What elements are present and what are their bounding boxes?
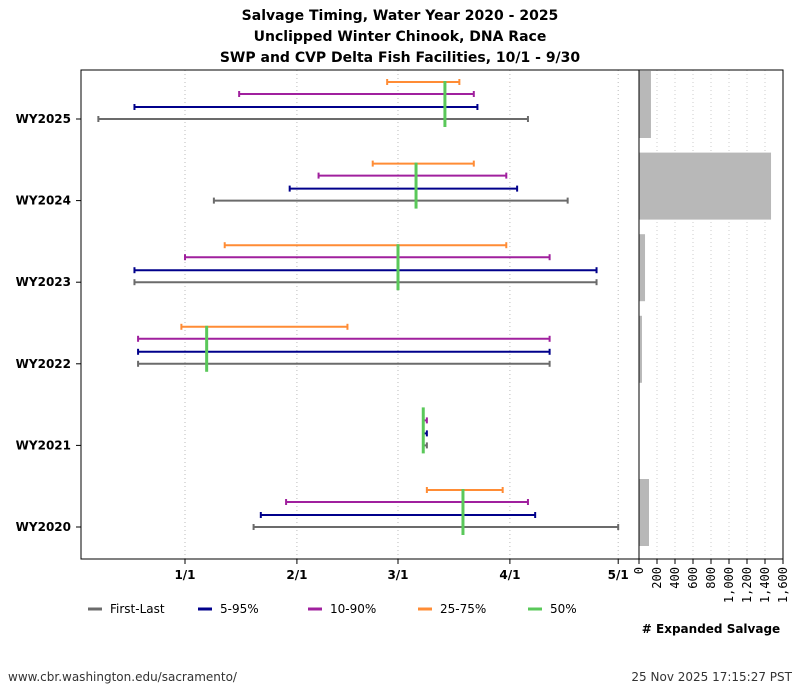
footer-url[interactable]: www.cbr.washington.edu/sacramento/ (8, 670, 237, 684)
chart-title-line3: SWP and CVP Delta Fish Facilities, 10/1 … (219, 50, 581, 66)
y-tick-label: WY2022 (16, 357, 71, 371)
footer-timestamp: 25 Nov 2025 17:15:27 PST (631, 670, 792, 684)
x-tick-label: 4/1 (499, 568, 520, 582)
y-tick-label: WY2023 (16, 275, 71, 289)
y-tick-label: WY2021 (16, 438, 71, 452)
plot-frame (80, 69, 640, 560)
chart-title-line2: Unclipped Winter Chinook, DNA Race (253, 29, 547, 45)
legend-label-p25: 25-75% (440, 602, 486, 616)
y-tick-label: WY2020 (16, 520, 71, 534)
salvage-bar (639, 152, 772, 220)
x-tick-label: 5/1 (608, 568, 629, 582)
legend-label-fl: First-Last (110, 602, 165, 616)
salvage-bar (639, 234, 646, 302)
salvage-tick-label: 800 (704, 567, 718, 589)
salvage-tick-label: 1,600 (776, 567, 790, 603)
x-tick-label: 1/1 (174, 568, 195, 582)
legend-label-p10: 10-90% (330, 602, 376, 616)
salvage-tick-label: 1,400 (758, 567, 772, 603)
y-tick-label: WY2025 (16, 112, 71, 126)
salvage-bar (639, 315, 642, 383)
salvage-tick-label: 600 (686, 567, 700, 589)
legend-label-p5: 5-95% (220, 602, 259, 616)
y-tick-label: WY2024 (16, 194, 71, 208)
x-tick-label: 2/1 (286, 568, 307, 582)
salvage-tick-label: 200 (650, 567, 664, 589)
legend-label-p50: 50% (550, 602, 577, 616)
x-tick-label: 3/1 (387, 568, 408, 582)
salvage-bar (639, 71, 651, 138)
salvage-tick-label: 1,000 (722, 567, 736, 603)
salvage-axis-label: # Expanded Salvage (642, 622, 780, 636)
salvage-tick-label: 400 (668, 567, 682, 589)
salvage-frame (638, 69, 784, 560)
salvage-tick-label: 1,200 (740, 567, 754, 603)
salvage-tick-label: 0 (632, 567, 646, 574)
chart-title-line1: Salvage Timing, Water Year 2020 - 2025 (241, 8, 559, 24)
salvage-bar (639, 479, 649, 546)
